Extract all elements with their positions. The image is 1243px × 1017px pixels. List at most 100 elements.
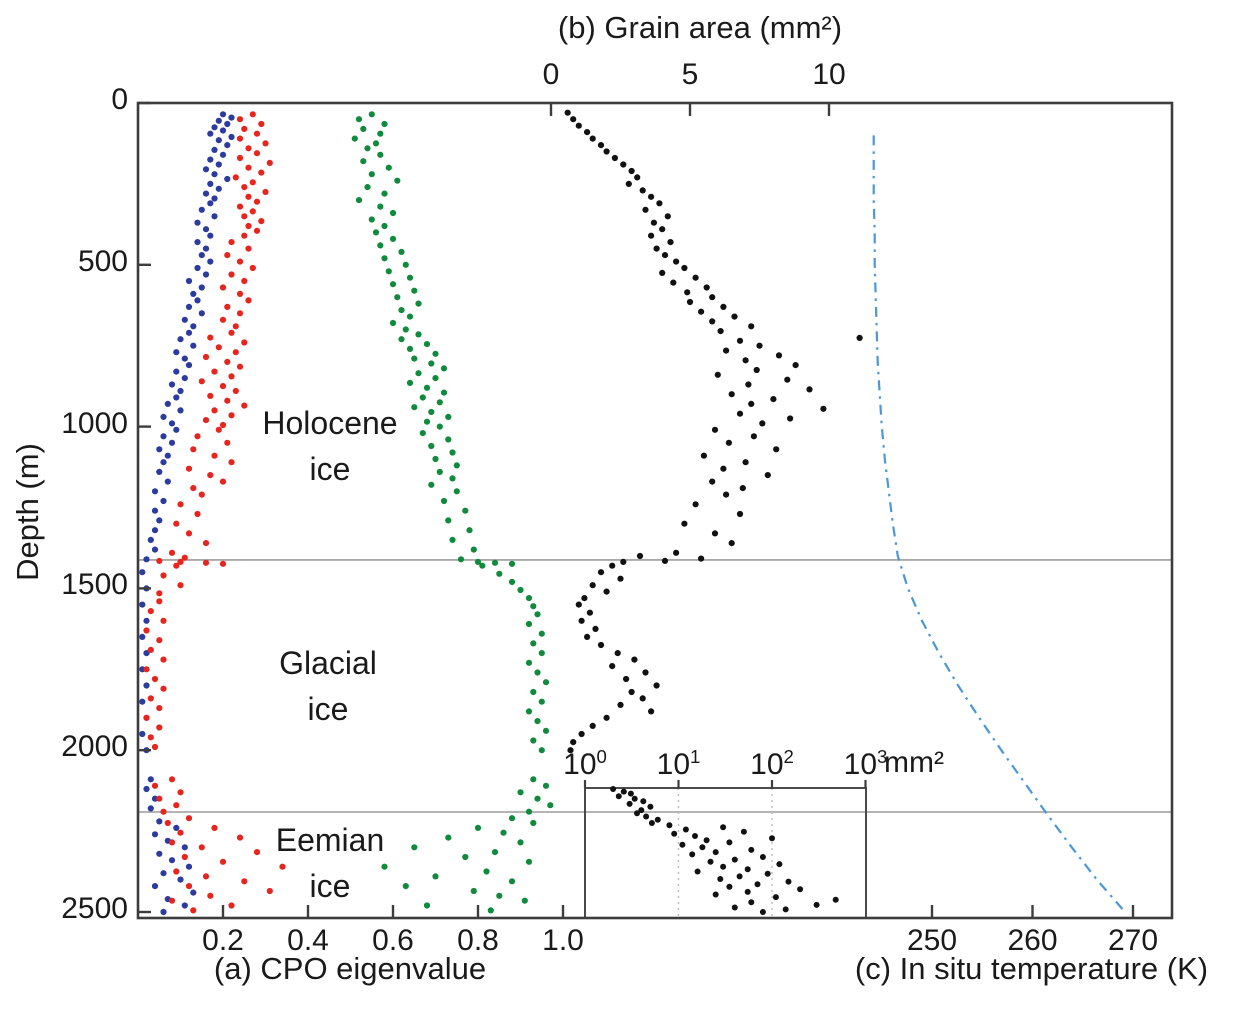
data-point [742, 459, 749, 466]
data-point [219, 383, 227, 390]
data-point [575, 122, 582, 129]
data-point [198, 284, 205, 291]
data-point [156, 598, 163, 605]
data-point [194, 297, 201, 304]
data-point [168, 839, 176, 846]
data-point [462, 507, 469, 514]
data-point [711, 530, 719, 537]
data-point [151, 883, 159, 890]
data-point [190, 485, 197, 492]
data-point [355, 116, 363, 123]
data-point [151, 675, 159, 683]
data-point [820, 405, 827, 412]
data-point [634, 174, 641, 181]
data-point [232, 323, 239, 330]
data-point [500, 829, 507, 836]
data-point [402, 883, 409, 890]
data-point [381, 222, 388, 230]
data-point [207, 200, 214, 207]
data-point [241, 232, 248, 239]
data-point [656, 200, 663, 207]
data-point [185, 362, 193, 369]
data-point [603, 148, 610, 155]
data-point [538, 650, 545, 657]
data-point [466, 527, 473, 534]
data-point [245, 297, 252, 304]
data-point [723, 347, 730, 354]
data-point [628, 167, 635, 175]
data-point [581, 595, 588, 602]
data-point [168, 897, 176, 904]
data-point [156, 795, 163, 802]
data-point [525, 620, 533, 628]
data-point [253, 198, 261, 205]
data-point [381, 190, 388, 197]
data-point [143, 714, 150, 721]
data-point [194, 433, 201, 440]
data-point [538, 747, 545, 754]
cpo-tick-label: 0.6 [372, 924, 414, 957]
depth-tick-label: 2500 [61, 892, 128, 925]
data-point [736, 337, 744, 344]
cpo-axis-title: (a) CPO eigenvalue [213, 951, 487, 986]
data-point [219, 127, 227, 134]
data-point [181, 355, 188, 362]
inset-tick-label: 101 [656, 746, 701, 781]
data-point [570, 116, 577, 123]
data-point [406, 345, 414, 352]
data-point [592, 625, 599, 633]
data-point [648, 193, 655, 200]
data-point [198, 844, 205, 851]
data-point [773, 446, 780, 453]
data-point [406, 313, 414, 320]
region-label-line: Glacial [279, 645, 377, 681]
data-point [147, 734, 154, 741]
data-point [617, 575, 624, 582]
data-point [748, 846, 755, 853]
data-point [564, 109, 571, 116]
depth-tick-label: 0 [111, 83, 128, 116]
data-point [684, 289, 691, 296]
data-point [530, 688, 537, 696]
data-point [709, 478, 716, 485]
data-point [739, 485, 746, 492]
data-point [185, 465, 193, 472]
data-point [224, 358, 231, 365]
data-point [156, 637, 163, 644]
data-point [258, 120, 265, 128]
data-point [143, 785, 150, 793]
data-point [364, 145, 371, 152]
data-point [745, 381, 752, 388]
data-point [143, 556, 150, 563]
data-point [219, 316, 227, 323]
data-point [620, 788, 627, 795]
data-point [717, 328, 724, 335]
data-point [759, 420, 766, 427]
data-point [241, 339, 248, 346]
data-point [445, 413, 452, 420]
data-point [224, 439, 231, 446]
data-point [398, 307, 405, 314]
data-point [190, 342, 197, 349]
data-point [638, 807, 645, 814]
data-point [681, 520, 688, 527]
data-point [160, 617, 167, 624]
data-point [241, 277, 248, 285]
data-point [650, 219, 658, 226]
data-point [617, 701, 624, 709]
data-point [782, 906, 789, 913]
series-smallest-eigenvalue [139, 111, 235, 916]
data-point [648, 708, 655, 715]
data-point [173, 520, 180, 527]
data-point [160, 870, 167, 877]
data-point [666, 822, 673, 829]
data-point [784, 376, 791, 383]
region-label-line: ice [307, 691, 349, 727]
data-point [542, 727, 550, 734]
data-point [707, 858, 714, 865]
data-point [769, 835, 775, 842]
data-point [232, 387, 239, 395]
data-point [597, 142, 605, 149]
data-point [496, 570, 503, 577]
data-point [440, 365, 448, 372]
